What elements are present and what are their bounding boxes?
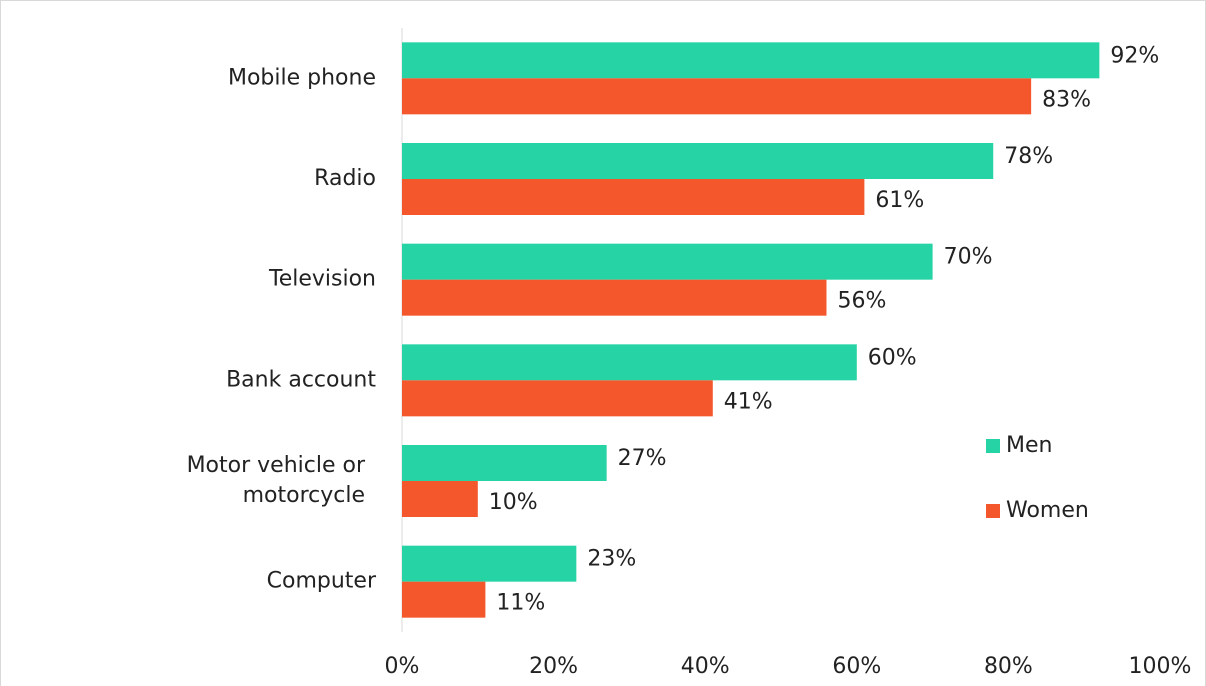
bar [402,42,1100,79]
data-label: 78% [1004,144,1053,169]
bar [402,481,478,517]
bar [402,143,994,179]
x-tick-label: 60% [832,654,881,679]
legend-label: Women [1006,498,1089,523]
legend-label: Men [1006,433,1052,458]
y-tick-label: Motor vehicle or motorcycle [187,453,366,508]
data-label: 27% [618,446,667,471]
data-label: 56% [837,289,886,314]
data-label: 41% [724,389,773,414]
bar [402,545,577,582]
legend-swatch [986,504,1000,518]
y-tick-label: Bank account [226,367,376,392]
bar [402,445,607,481]
data-label: 60% [868,345,917,370]
x-tick-label: 20% [529,654,578,679]
data-label: 70% [944,245,993,270]
bar [402,179,865,215]
x-tick-label: 100% [1129,654,1192,679]
bar [402,344,857,381]
bar [402,380,713,417]
bar [402,243,933,280]
x-tick-label: 0% [385,654,420,679]
y-tick-label: Computer [267,569,377,594]
bar [402,279,827,316]
x-tick-label: 40% [681,654,730,679]
y-tick-label: Television [268,267,376,292]
bar [402,78,1032,115]
data-label: 61% [875,188,924,213]
legend-swatch [986,439,1000,453]
y-tick-label: Radio [314,166,376,191]
y-tick-label: Mobile phone [228,65,376,90]
data-label: 92% [1110,43,1159,68]
data-label: 10% [489,490,538,515]
data-label: 11% [496,591,545,616]
data-label: 83% [1042,87,1091,112]
data-label: 23% [587,547,636,572]
bar [402,581,486,618]
x-tick-label: 80% [984,654,1033,679]
